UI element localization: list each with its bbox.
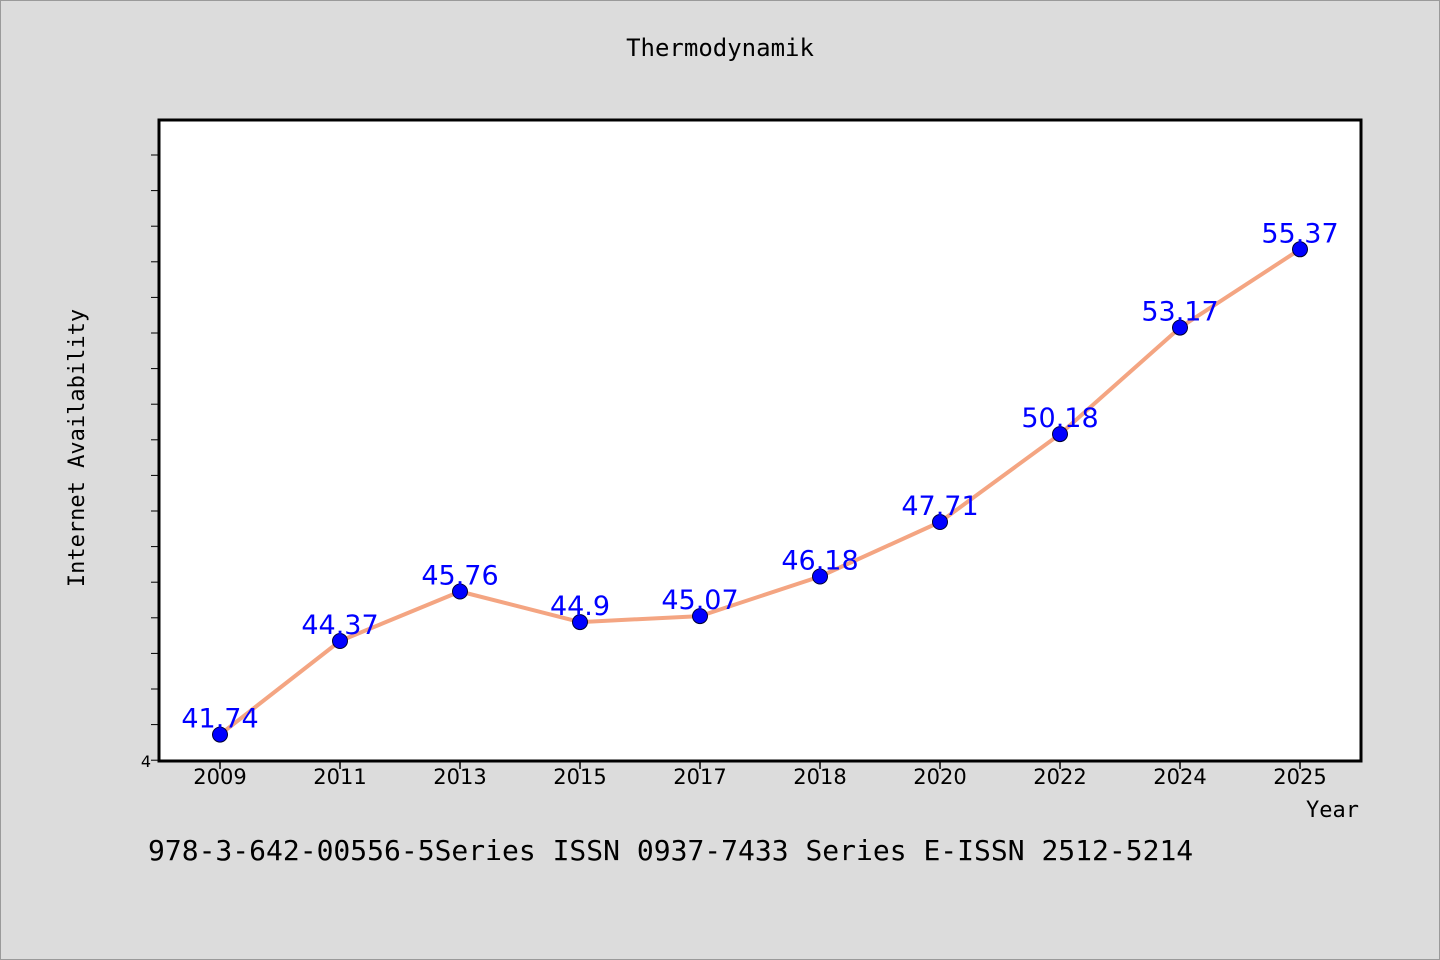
series-markers bbox=[212, 241, 1308, 743]
x-tick-label-2015: 2015 bbox=[553, 765, 606, 789]
chart-title: Thermodynamik bbox=[626, 34, 814, 62]
x-tick-label-2017: 2017 bbox=[673, 765, 726, 789]
x-tick-label-2011: 2011 bbox=[313, 765, 366, 789]
data-label-2017: 45.07 bbox=[661, 585, 738, 616]
y-tick-label: 4 bbox=[141, 752, 151, 771]
data-label-2024: 53.17 bbox=[1141, 297, 1218, 328]
data-point-2024 bbox=[1172, 319, 1188, 336]
data-label-2011: 44.37 bbox=[301, 610, 378, 641]
y-axis-ticks bbox=[151, 154, 159, 761]
x-axis-ticks bbox=[219, 761, 1301, 769]
data-point-2022 bbox=[1052, 426, 1068, 443]
x-axis-tick-labels: 2009 2011 2013 2015 2017 2018 2020 2022 2024 2025 bbox=[193, 765, 1326, 789]
series-line bbox=[218, 247, 1302, 737]
plot-area bbox=[157, 118, 1363, 763]
data-point-2015 bbox=[572, 614, 588, 631]
x-tick-label-2020: 2020 bbox=[913, 765, 966, 789]
x-tick-label-2024: 2024 bbox=[1153, 765, 1206, 789]
data-point-2018 bbox=[812, 568, 828, 585]
data-point-2020 bbox=[932, 514, 948, 530]
data-point-2011 bbox=[332, 633, 348, 649]
data-point-2013 bbox=[452, 583, 468, 600]
x-tick-label-2022: 2022 bbox=[1033, 765, 1086, 789]
y-axis-tick-labels: 4 bbox=[141, 752, 151, 771]
data-label-2022: 50.18 bbox=[1021, 403, 1098, 434]
x-tick-label-2018: 2018 bbox=[793, 765, 846, 789]
data-point-2025 bbox=[1292, 241, 1308, 258]
data-point-2009 bbox=[212, 726, 228, 743]
x-tick-label-2013: 2013 bbox=[433, 765, 486, 789]
data-point-2017 bbox=[692, 608, 708, 625]
x-tick-label-2009: 2009 bbox=[193, 765, 246, 789]
footer-isbn-issn: 978-3-642-00556-5Series ISSN 0937-7433 S… bbox=[148, 834, 1194, 867]
y-axis-label: Internet Availability bbox=[65, 309, 90, 587]
x-tick-label-2025: 2025 bbox=[1273, 765, 1326, 789]
data-label-2020: 47.71 bbox=[901, 491, 978, 522]
data-label-2013: 45.76 bbox=[421, 561, 498, 592]
data-label-2025: 55.37 bbox=[1261, 218, 1338, 249]
data-labels: 41.74 44.37 45.76 44.9 45.07 46.18 47.71 50.18 5… bbox=[181, 218, 1338, 734]
data-label-2009: 41.74 bbox=[181, 704, 258, 735]
data-label-2018: 46.18 bbox=[781, 546, 858, 577]
data-label-2015: 44.9 bbox=[550, 591, 610, 622]
x-axis-label: Year bbox=[1306, 798, 1359, 823]
